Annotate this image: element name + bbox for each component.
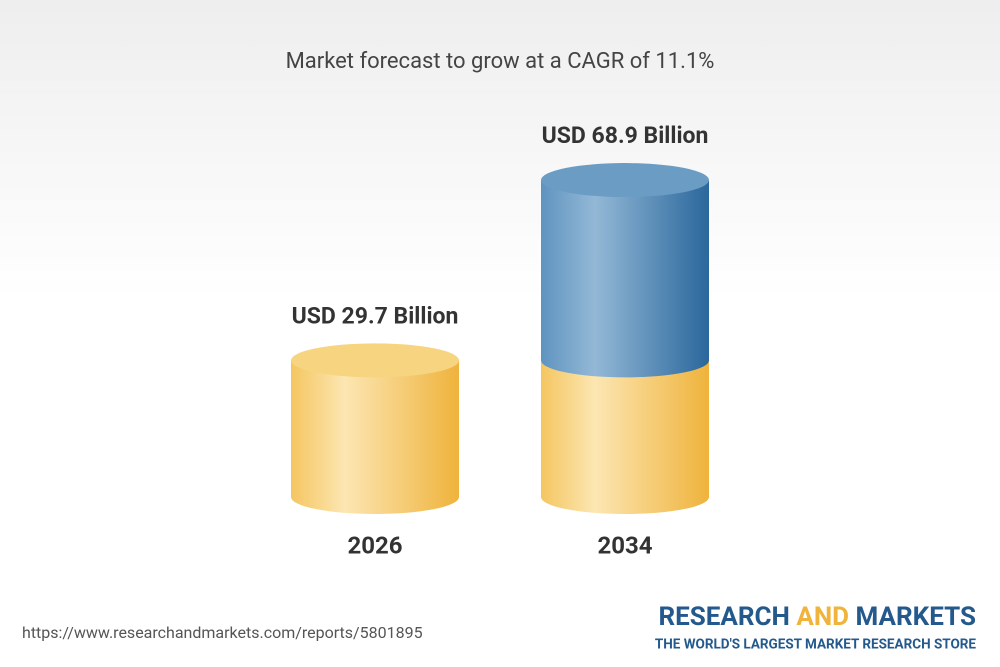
value-label: USD 68.9 Billion [542, 122, 709, 149]
cylinder-top [291, 343, 459, 378]
tagline: THE WORLD'S LARGEST MARKET RESEARCH STOR… [655, 637, 977, 653]
cylinder-body [291, 360, 459, 497]
category-label: 2034 [597, 531, 652, 559]
brand-word: AND [796, 602, 849, 632]
brand-word: MARKETS [856, 602, 976, 632]
cylinder-body-bottom [291, 480, 459, 514]
value-label: USD 29.7 Billion [292, 302, 459, 329]
plot: USD 29.7 Billion 2026 USD 68.9 Billion 2034 [291, 122, 709, 559]
brand: RESEARCH AND MARKETS [658, 602, 976, 632]
cylinder-base [541, 360, 709, 497]
cylinder-body-bottom [541, 343, 709, 378]
cylinder-body [541, 180, 709, 361]
cylinder-base-bottom [541, 480, 709, 514]
chart-title: Market forecast to grow at a CAGR of 11.… [286, 49, 715, 74]
cylinder-top [541, 163, 709, 198]
brand-word: RESEARCH [658, 602, 789, 632]
category-label: 2026 [347, 531, 402, 559]
source-url: https://www.researchandmarkets.com/repor… [22, 623, 423, 642]
